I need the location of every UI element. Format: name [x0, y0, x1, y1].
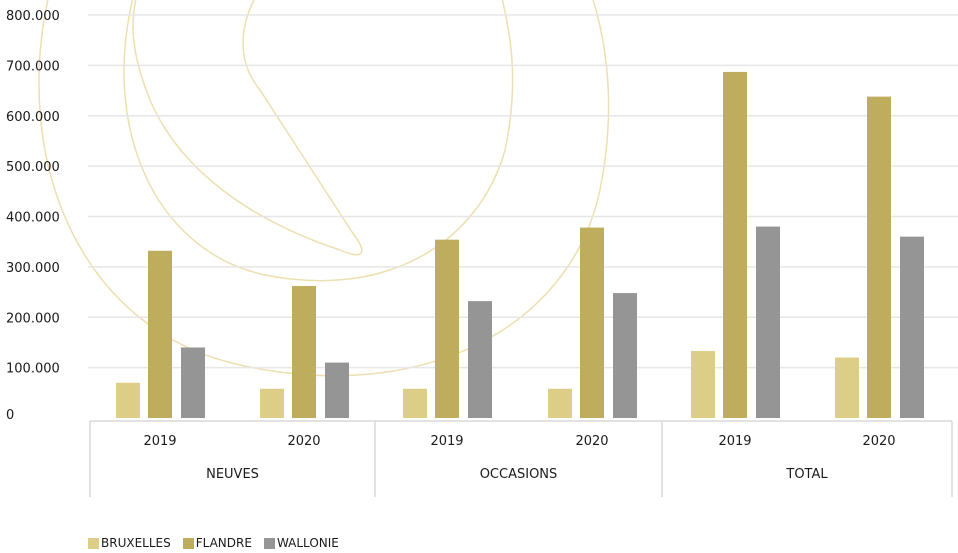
y-axis-ticks: 0 100.000 200.000 300.000 400.000 500.000 600.…	[6, 9, 60, 423]
bar-flandre	[723, 72, 747, 418]
legend: BRUXELLES FLANDRE WALLONIE	[88, 536, 339, 550]
y-tick-label: 100.000	[6, 362, 60, 377]
x-tick-label: 2020	[862, 434, 895, 449]
bar-flandre	[292, 286, 316, 418]
bars	[116, 72, 924, 418]
legend-label: BRUXELLES	[101, 536, 171, 550]
group-label: TOTAL	[785, 467, 828, 482]
group-label: OCCASIONS	[480, 467, 558, 482]
bar-bruxelles	[260, 389, 284, 418]
bar-wallonie	[325, 363, 349, 418]
legend-item: BRUXELLES	[88, 536, 171, 550]
bar-wallonie	[756, 227, 780, 418]
legend-label: FLANDRE	[196, 536, 252, 550]
legend-swatch	[88, 538, 99, 549]
legend-swatch	[264, 538, 275, 549]
x-tick-label: 2020	[575, 434, 608, 449]
bar-bruxelles	[403, 389, 427, 418]
bar-flandre	[435, 240, 459, 418]
bar-flandre	[867, 97, 891, 418]
bar-wallonie	[900, 237, 924, 418]
watermark-logo	[39, 0, 609, 376]
bar-wallonie	[468, 301, 492, 418]
y-tick-label: 400.000	[6, 211, 60, 226]
bar-bruxelles	[116, 383, 140, 418]
bar-wallonie	[181, 347, 205, 418]
x-tick-label: 2020	[287, 434, 320, 449]
x-tick-label: 2019	[143, 434, 176, 449]
y-tick-label: 800.000	[6, 9, 60, 24]
y-tick-label: 700.000	[6, 59, 60, 74]
y-tick-label: 600.000	[6, 110, 60, 125]
bar-bruxelles	[835, 358, 859, 418]
legend-item: WALLONIE	[264, 536, 339, 550]
legend-swatch	[183, 538, 194, 549]
bar-wallonie	[613, 293, 637, 418]
y-tick-label: 200.000	[6, 311, 60, 326]
y-tick-label: 500.000	[6, 160, 60, 175]
group-label: NEUVES	[206, 467, 259, 482]
y-tick-label: 300.000	[6, 261, 60, 276]
x-tick-label: 2019	[718, 434, 751, 449]
x-tick-label: 2019	[430, 434, 463, 449]
bar-bruxelles	[548, 389, 572, 418]
x-axis: 2019 2020 2019 2020 2019 2020 NEUVES OCCASIONS T…	[90, 421, 952, 497]
bar-flandre	[148, 251, 172, 418]
bar-flandre	[580, 228, 604, 418]
bar-bruxelles	[691, 351, 715, 418]
legend-item: FLANDRE	[183, 536, 252, 550]
y-tick-label: 0	[6, 408, 14, 423]
legend-label: WALLONIE	[277, 536, 339, 550]
